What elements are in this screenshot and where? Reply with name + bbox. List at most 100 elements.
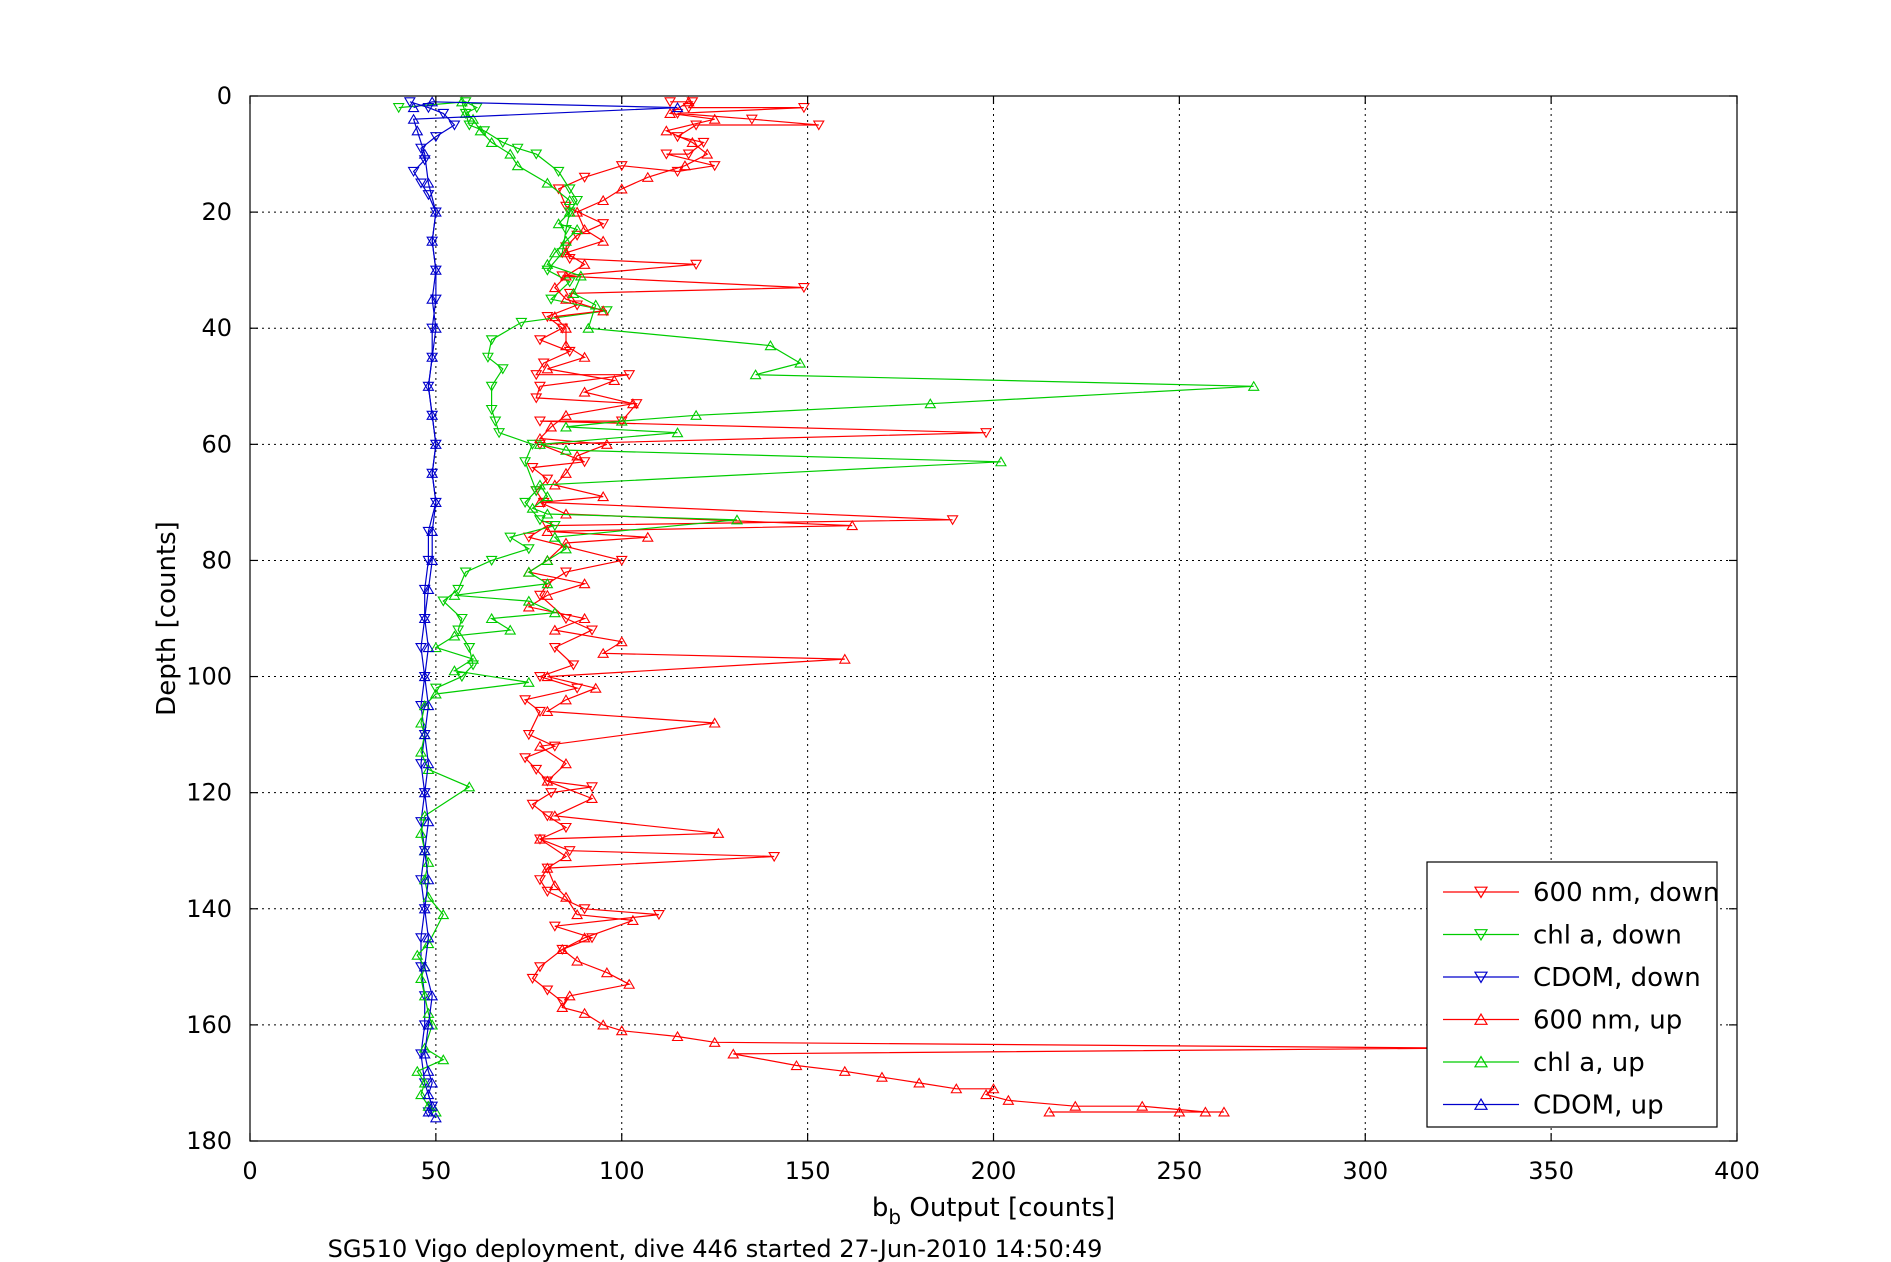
data-point xyxy=(630,399,643,410)
y-axis-ticks: 0 20 40 60 80 100 120 140 160 180 xyxy=(186,82,1737,1155)
data-point xyxy=(586,792,598,804)
data-point xyxy=(589,682,602,693)
y-axis-label: Depth [counts] xyxy=(152,521,182,716)
data-point xyxy=(578,1007,591,1018)
data-point xyxy=(571,195,584,207)
data-point xyxy=(426,235,439,246)
data-point xyxy=(560,891,572,902)
data-point xyxy=(987,1083,1000,1094)
data-point xyxy=(597,219,610,230)
data-point xyxy=(615,183,628,194)
data-point xyxy=(426,1077,439,1088)
data-point xyxy=(530,764,543,776)
data-point xyxy=(560,444,572,455)
y-tick-label: 0 xyxy=(217,82,232,110)
data-point xyxy=(463,781,476,792)
data-point xyxy=(578,578,591,589)
data-point xyxy=(641,171,654,182)
data-point xyxy=(560,537,572,548)
series-line xyxy=(409,101,456,1113)
data-point xyxy=(534,515,546,526)
data-point xyxy=(496,364,509,375)
data-point xyxy=(415,962,427,973)
data-point xyxy=(541,177,554,188)
data-point xyxy=(545,421,558,432)
data-point xyxy=(545,294,558,305)
data-point xyxy=(526,502,539,513)
data-point xyxy=(980,1088,993,1100)
data-point xyxy=(422,874,435,885)
data-point xyxy=(429,294,442,305)
data-point xyxy=(1069,1100,1082,1111)
data-point xyxy=(548,879,561,891)
data-point xyxy=(429,641,442,653)
data-point xyxy=(541,811,554,822)
y-tick-label: 180 xyxy=(186,1127,232,1155)
x-tick-label: 0 xyxy=(242,1157,257,1185)
data-point xyxy=(994,456,1007,467)
data-point xyxy=(459,567,472,578)
data-point xyxy=(437,908,450,920)
data-point xyxy=(511,143,524,154)
data-point xyxy=(690,259,703,270)
data-point xyxy=(571,955,584,966)
data-point xyxy=(541,985,554,996)
data-point xyxy=(548,607,561,618)
data-point xyxy=(578,612,591,624)
data-point xyxy=(697,137,710,149)
data-point xyxy=(418,845,431,856)
data-point xyxy=(429,1112,442,1123)
data-point xyxy=(560,694,572,705)
data-point xyxy=(455,96,468,107)
y-tick-label: 80 xyxy=(201,546,232,574)
data-point xyxy=(541,589,554,600)
data-point xyxy=(597,194,610,206)
data-point xyxy=(418,787,431,798)
data-point xyxy=(485,555,498,567)
data-point xyxy=(485,335,498,346)
data-point xyxy=(541,554,554,565)
legend-item: CDOM, down xyxy=(1443,963,1701,993)
data-point xyxy=(794,357,807,368)
data-point xyxy=(556,1001,569,1013)
data-point xyxy=(560,567,572,578)
data-point xyxy=(452,625,465,636)
data-point xyxy=(448,120,461,131)
data-point xyxy=(574,270,587,281)
data-point xyxy=(541,705,554,716)
data-point xyxy=(455,613,468,625)
legend-item: chl a, up xyxy=(1443,1048,1645,1078)
data-point xyxy=(534,416,546,427)
data-point xyxy=(418,903,431,914)
data-point xyxy=(615,555,628,567)
data-point xyxy=(429,206,442,217)
data-point xyxy=(712,827,725,838)
data-point xyxy=(470,103,483,114)
data-point xyxy=(571,206,584,217)
data-point xyxy=(437,1054,450,1065)
series-line xyxy=(412,101,678,1119)
data-point xyxy=(690,409,703,420)
series-line xyxy=(416,101,1254,1113)
data-point xyxy=(571,450,584,461)
data-point xyxy=(522,730,535,741)
data-point xyxy=(407,166,420,178)
data-point xyxy=(701,148,714,159)
data-point xyxy=(526,439,539,450)
data-point xyxy=(415,875,427,886)
data-point xyxy=(422,1007,435,1018)
data-point xyxy=(415,746,427,757)
data-point xyxy=(623,370,636,381)
data-point xyxy=(541,258,554,269)
data-point xyxy=(437,108,450,120)
data-point xyxy=(522,595,535,606)
data-point xyxy=(415,759,427,770)
data-point xyxy=(560,270,572,281)
data-point xyxy=(838,653,851,664)
data-point xyxy=(652,910,665,921)
data-point xyxy=(548,921,561,932)
data-point xyxy=(671,1030,684,1042)
data-point xyxy=(485,136,498,147)
x-tick-label: 50 xyxy=(421,1157,452,1185)
series-4 xyxy=(411,96,1260,1117)
